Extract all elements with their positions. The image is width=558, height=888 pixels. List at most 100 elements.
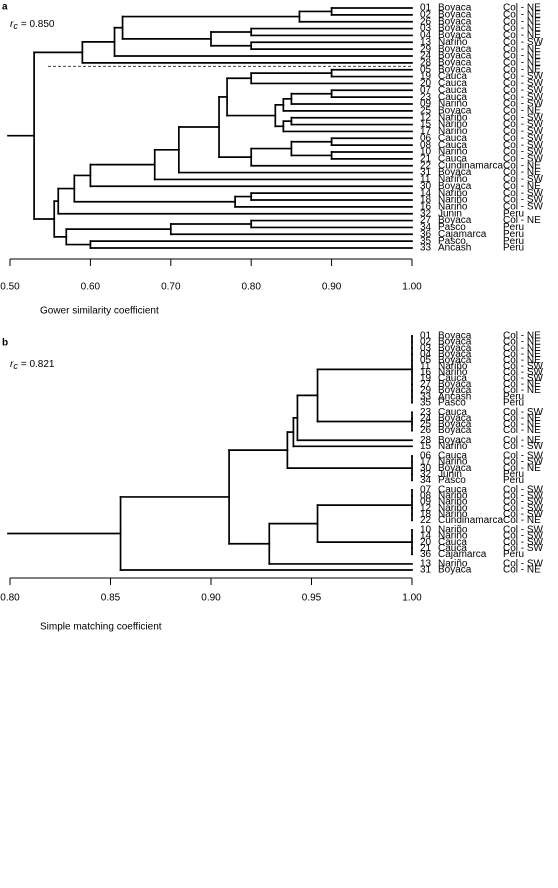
leaf-region: Col - SW [503,119,544,130]
leaf-region: Col - SW [503,491,544,502]
leaf-site: Nariño [438,441,468,452]
leaf-region: Col - NE [503,349,541,360]
leaf-site: Cauca [438,78,467,89]
leaf-site: Boyaca [438,425,472,436]
leaf-id: 33 [420,391,432,402]
leaf-site: Cauca [438,153,467,164]
leaf-region: Peru [503,208,524,219]
leaf-region: Col - NE [503,23,541,34]
leaf-site: Nariño [438,525,468,536]
leaf-site: Boyaca [438,44,472,55]
leaf-id: 21 [420,543,432,554]
leaf-id: 28 [420,57,432,68]
leaf-site: Cauca [438,537,467,548]
leaf-id: 10 [420,525,432,536]
leaf-id: 11 [420,174,431,185]
leaf-region: Col - SW [503,71,544,82]
leaf-site: Cauca [438,92,467,103]
leaf-region: Col - SW [503,133,544,144]
leaf-region: Col - SW [503,559,544,570]
leaf-site: Pasco [438,475,466,486]
leaf-region: Col - NE [503,337,541,348]
leaf-id: 13 [420,37,432,48]
leaf-region: Col - NE [503,57,541,68]
leaf-region: Col - NE [503,385,541,396]
x-tick-label: 0.90 [322,282,342,293]
x-tick-label: 0.80 [241,282,261,293]
leaf-id: 20 [420,537,432,548]
leaf-region: Col - SW [503,92,544,103]
leaf-id: 14 [420,188,432,199]
leaf-id: 26 [420,425,432,436]
leaf-region: Col - SW [503,373,544,384]
rc-symbol: r [10,359,14,370]
leaf-id: 12 [420,503,432,514]
leaf-region: Col - SW [503,78,544,89]
leaf-region: Col - NE [503,379,541,390]
leaf-region: Col - NE [503,413,541,424]
leaf-id: 19 [420,373,432,384]
leaf-site: Nariño [438,201,468,212]
leaf-region: Col - SW [503,112,544,123]
leaf-site: Boyaca [438,51,472,62]
leaf-id: 16 [420,201,432,212]
leaf-site: Boyaca [438,385,472,396]
leaf-id: 10 [420,147,432,158]
leaf-id: 29 [420,44,432,55]
leaf-id: 08 [420,140,432,151]
leaf-region: Peru [503,549,524,560]
leaf-id: 30 [420,181,432,192]
x-axis-label: Gower similarity coefficient [40,306,159,317]
leaf-site: Boyaca [438,331,472,342]
leaf-site: Junin [438,208,462,219]
leaf-region: Peru [503,236,524,247]
leaf-id: 35 [420,236,432,247]
leaf-region: Col - NE [503,515,541,526]
leaf-site: Junin [438,469,462,480]
leaf-site: Nariño [438,559,468,570]
leaf-site: Cauca [438,407,467,418]
leaf-site: Boyaca [438,3,472,14]
rc-subscript: c [13,361,18,371]
leaf-site: Boyaca [438,16,472,27]
rc-annotation: rc = 0.850 [10,19,55,32]
leaf-region: Col - NE [503,160,541,171]
leaf-region: Col - NE [503,3,541,14]
leaf-region: Col - SW [503,503,544,514]
leaf-id: 17 [420,457,432,468]
leaf-region: Col - SW [503,531,544,542]
leaf-id: 26 [420,16,432,27]
leaf-id: 27 [420,215,432,226]
leaf-id: 09 [420,99,432,110]
rc-symbol: r [10,19,14,30]
leaf-site: Nariño [438,174,468,185]
leaf-region: Col - NE [503,355,541,366]
leaf-region: Col - SW [503,485,544,496]
leaf-site: Cajamarca [438,229,487,240]
panel-label: a [2,2,8,13]
leaf-region: Col - SW [503,457,544,468]
leaf-id: 32 [420,469,432,480]
rc-annotation: rc = 0.821 [10,359,55,372]
leaf-site: Cajamarca [438,549,487,560]
leaf-region: Col - SW [503,201,544,212]
leaf-region: Col - NE [503,435,541,446]
leaf-site: Boyaca [438,181,472,192]
leaf-region: Peru [503,475,524,486]
leaf-id: 36 [420,229,432,240]
leaf-region: Peru [503,222,524,233]
leaf-site: Nariño [438,509,468,520]
leaf-region: Col - NE [503,181,541,192]
leaf-site: Pasco [438,222,466,233]
leaf-region: Col - SW [503,174,544,185]
leaf-site: Nariño [438,126,468,137]
leaf-region: Col - SW [503,153,544,164]
leaf-region: Col - NE [503,331,541,342]
leaf-id: 05 [420,355,432,366]
leaf-region: Col - NE [503,9,541,20]
leaf-site: Nariño [438,147,468,158]
leaf-site: Boyaca [438,463,472,474]
leaf-id: 25 [420,419,432,430]
leaf-site: Nariño [438,112,468,123]
